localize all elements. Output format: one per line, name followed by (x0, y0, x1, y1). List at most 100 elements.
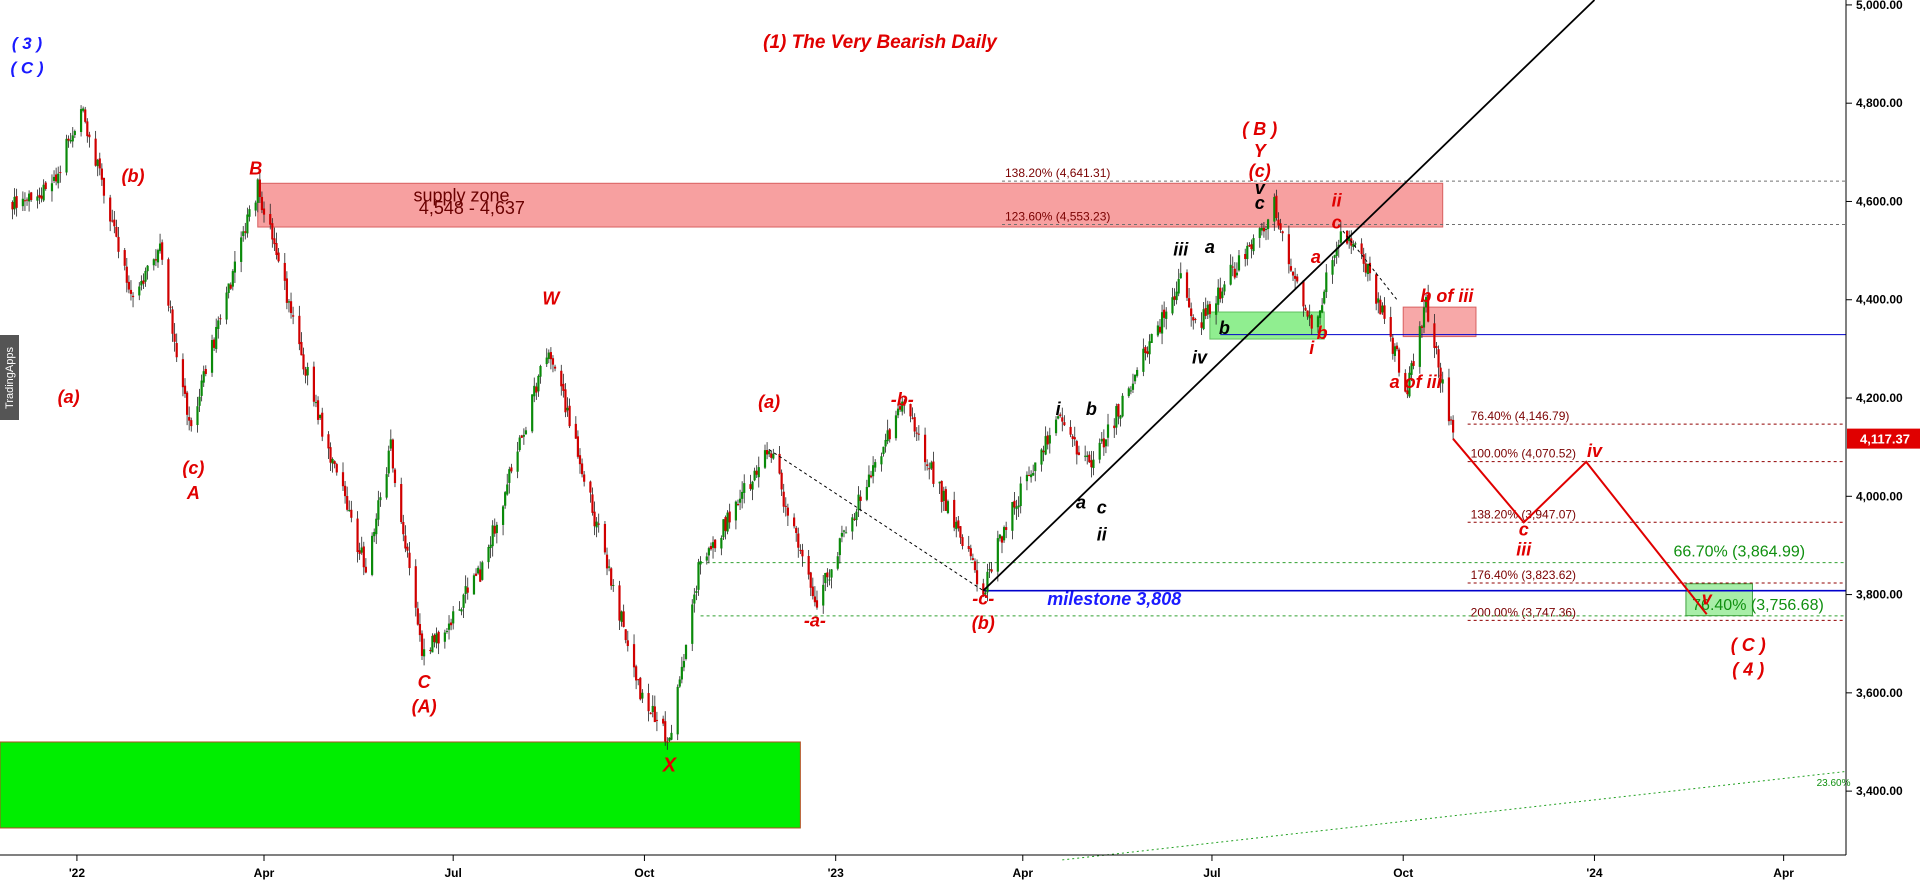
candle-body (797, 533, 800, 548)
candle-body (1422, 307, 1426, 328)
candle-body (373, 531, 376, 537)
candle-body (795, 527, 798, 533)
candle-body (1325, 272, 1328, 293)
candle-body (1408, 372, 1411, 397)
time-axis: '22 Apr Jul Oct '23 Apr Jul Oct '24 Apr (0, 854, 1846, 880)
fib-level-label: 76.40% (4,146.79) (1471, 409, 1570, 423)
candle-body (52, 176, 56, 181)
watermark-tab: TradingApps (0, 335, 19, 420)
candle-body (666, 741, 669, 743)
candle-body (1250, 244, 1253, 250)
candle-body (225, 292, 228, 320)
candle-body (1266, 219, 1270, 229)
candle-body (520, 435, 523, 438)
candle-body (562, 383, 565, 391)
fib-level-label: 176.40% (3,823.62) (1471, 568, 1576, 582)
candle-body (1194, 319, 1197, 321)
pink-zone-b-of-iii (1402, 306, 1477, 338)
fib-level-label: 138.20% (4,641.31) (1005, 166, 1110, 180)
candle-body (202, 371, 205, 383)
candle-body (678, 679, 681, 687)
wave-label: (c) (182, 458, 204, 478)
wave-label: ( 3 ) (12, 34, 43, 53)
candle-body (437, 631, 440, 644)
candle-body (329, 447, 332, 463)
candle-body (1323, 291, 1326, 304)
green-fib-label: 66.70% (3,864.99) (1673, 544, 1805, 561)
candle-body (838, 538, 841, 556)
candle-body (102, 177, 106, 196)
candle-body (622, 611, 625, 627)
candle-body (1331, 260, 1334, 275)
candle-body (1098, 442, 1101, 460)
candle-body (1160, 312, 1164, 334)
candle-body (275, 243, 278, 256)
candle-body (391, 439, 394, 469)
candle-body (969, 548, 972, 557)
candle-body (375, 518, 378, 535)
candle-body (65, 138, 68, 173)
candle-body (1316, 316, 1320, 328)
candle-body (464, 586, 467, 594)
candle-body (346, 495, 349, 510)
candle-body (591, 494, 594, 513)
candle-body (1190, 308, 1193, 317)
candle-body (635, 666, 638, 681)
candle-body (183, 385, 187, 394)
fib-level-label: 138.20% (3,947.07) (1471, 507, 1576, 521)
candle-body (40, 195, 43, 199)
candle-body (495, 524, 498, 534)
candle-body (578, 455, 582, 465)
candle-body (210, 340, 214, 373)
wave-label: -c- (972, 588, 994, 608)
candle-body (1354, 243, 1357, 245)
candle-body (1318, 310, 1322, 318)
candle-body (1102, 438, 1105, 448)
candle-body (894, 415, 898, 439)
candle-body (343, 485, 347, 497)
candle-body (1044, 436, 1047, 455)
time-tick-label: '22 (69, 866, 86, 880)
candle-body (1071, 436, 1074, 440)
candle-body (1377, 298, 1380, 303)
candle-body (1368, 262, 1372, 274)
candle-body (1077, 452, 1081, 455)
candle-body (402, 521, 405, 535)
candle-body (1281, 231, 1284, 234)
price-tick-label: 3,600.00 (1856, 686, 1903, 700)
candle-body (971, 558, 974, 560)
candle-body (564, 389, 567, 413)
time-tick-label: '24 (1586, 866, 1603, 880)
price-tick-label: 3,400.00 (1856, 784, 1903, 798)
candle-body (1306, 310, 1309, 317)
candle-body (1187, 298, 1191, 308)
time-tick-label: Jul (445, 866, 462, 880)
candle-body (36, 196, 39, 201)
candle-body (88, 134, 91, 138)
candle-body (1435, 346, 1438, 349)
candle-body (886, 430, 889, 442)
candle-body (1027, 475, 1031, 477)
candle-body (400, 483, 403, 523)
candle-body (487, 547, 490, 563)
candle-body (859, 496, 862, 501)
wave-label: v (1702, 588, 1713, 608)
candle-body (639, 677, 642, 700)
candle-body (196, 406, 199, 426)
candle-body (379, 497, 382, 501)
candle-body (714, 539, 717, 549)
drawn-lines-layer (768, 0, 1847, 861)
candle-body (923, 434, 927, 463)
candle-body (624, 629, 627, 641)
candle-body (111, 220, 114, 222)
candle-body (304, 369, 307, 376)
candle-body (620, 611, 623, 622)
candle-body (462, 594, 465, 608)
candle-body (1121, 395, 1124, 417)
candle-body (940, 480, 943, 502)
candle-body (200, 380, 203, 396)
candle-body (452, 611, 455, 624)
candle-body (1362, 254, 1365, 264)
